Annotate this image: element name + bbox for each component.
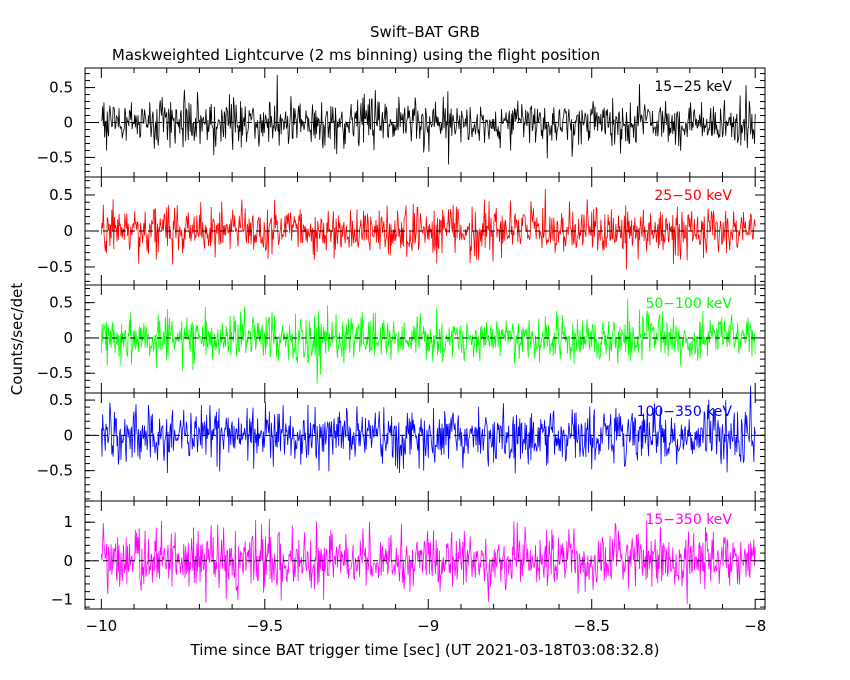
band-label-2: 25−50 keV xyxy=(654,188,732,204)
x-tick-label-3: −8.5 xyxy=(574,617,610,635)
panel-frame-5 xyxy=(84,500,766,610)
x-tick-label-2: −9 xyxy=(417,617,439,635)
y-axis-label: Counts/sec/det xyxy=(8,283,26,396)
series-line-5 xyxy=(100,518,756,605)
y-tick-label-2-0: 0.5 xyxy=(49,186,73,204)
x-axis-label: Time since BAT trigger time [sec] (UT 20… xyxy=(190,641,660,659)
panel-5: 15−350 keV 1 0 −1 xyxy=(51,500,766,610)
band-label-1: 15−25 keV xyxy=(654,79,732,95)
y-tick-label-1-0: 0.5 xyxy=(49,79,73,97)
y-tick-label-4-2: −0.5 xyxy=(37,462,73,480)
x-tick-label-4: −8 xyxy=(744,617,766,635)
y-tick-label-3-0: 0.5 xyxy=(49,294,73,312)
y-tick-label-1-2: −0.5 xyxy=(37,148,73,166)
y-tick-label-2-2: −0.5 xyxy=(37,258,73,276)
series-line-2 xyxy=(100,189,756,270)
panel-4: 100−350 keV 0.5 0 −0.5 xyxy=(37,385,766,502)
series-line-3 xyxy=(100,298,756,384)
y-tick-label-4-0: 0.5 xyxy=(49,391,73,409)
band-label-4: 100−350 keV xyxy=(637,404,733,420)
y-tick-label-5-0: 1 xyxy=(63,513,73,531)
y-tick-label-3-1: 0 xyxy=(63,329,73,347)
y-tick-label-5-2: −1 xyxy=(51,590,73,608)
series-line-4 xyxy=(100,385,756,474)
chart-subtitle: Maskweighted Lightcurve (2 ms binning) u… xyxy=(112,46,600,64)
band-label-3: 50−100 keV xyxy=(645,296,732,312)
panel-1: 15−25 keV 0.5 0 −0.5 xyxy=(37,67,766,178)
y-tick-label-4-1: 0 xyxy=(63,426,73,444)
x-axis: −10 −9.5 −9 −8.5 −8 xyxy=(86,617,767,635)
chart-title: Swift–BAT GRB xyxy=(370,23,480,41)
series-line-1 xyxy=(100,74,756,165)
x-tick-label-0: −10 xyxy=(86,617,118,635)
panel-2: 25−50 keV 0.5 0 −0.5 xyxy=(37,176,766,286)
y-tick-label-5-1: 0 xyxy=(63,552,73,570)
y-tick-label-2-1: 0 xyxy=(63,222,73,240)
y-tick-label-1-1: 0 xyxy=(63,114,73,132)
panel-3: 50−100 keV 0.5 0 −0.5 xyxy=(37,284,766,394)
y-tick-label-3-2: −0.5 xyxy=(37,364,73,382)
x-tick-label-1: −9.5 xyxy=(247,617,283,635)
band-label-5: 15−350 keV xyxy=(645,512,732,528)
